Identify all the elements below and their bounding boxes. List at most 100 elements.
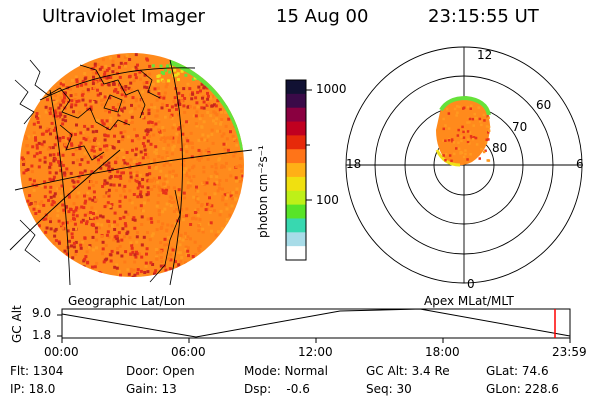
aurora-pixel <box>61 99 65 103</box>
aurora-pixel <box>132 216 136 220</box>
aurora-pixel <box>241 178 244 182</box>
aurora-pixel <box>70 232 74 236</box>
aurora-pixel <box>165 82 169 86</box>
aurora-pixel <box>185 137 188 141</box>
aurora-pixel <box>182 215 186 218</box>
aurora-pixel <box>174 103 178 107</box>
aurora-pixel <box>62 208 66 212</box>
aurora-pixel <box>200 114 204 118</box>
aurora-pixel <box>143 85 147 89</box>
aurora-pixel <box>89 107 93 111</box>
oval-pixel <box>456 111 459 114</box>
aurora-pixel <box>29 202 33 205</box>
aurora-pixel <box>170 152 174 156</box>
aurora-pixel <box>215 113 219 117</box>
aurora-pixel <box>164 268 168 272</box>
aurora-pixel <box>60 224 63 228</box>
aurora-pixel <box>196 213 200 217</box>
aurora-pixel <box>54 203 58 207</box>
aurora-pixel <box>225 221 229 225</box>
mlt-label-6: 6 <box>576 157 584 171</box>
aurora-pixel <box>103 138 107 142</box>
aurora-pixel <box>52 159 56 163</box>
aurora-pixel <box>232 154 236 158</box>
aurora-pixel <box>95 230 98 234</box>
aurora-pixel <box>161 126 165 129</box>
aurora-pixel <box>164 68 168 72</box>
aurora-pixel <box>56 187 60 191</box>
aurora-pixel <box>186 249 190 253</box>
aurora-pixel <box>84 255 88 259</box>
aurora-pixel <box>185 120 189 124</box>
aurora-pixel <box>187 141 191 145</box>
aurora-pixel <box>34 212 38 215</box>
aurora-pixel <box>98 67 102 71</box>
oval-pixel <box>464 149 467 152</box>
aurora-pixel <box>200 106 204 110</box>
aurora-pixel <box>100 223 104 227</box>
aurora-pixel <box>43 195 47 199</box>
aurora-pixel <box>99 78 103 82</box>
aurora-pixel <box>136 186 140 190</box>
aurora-pixel <box>206 202 209 206</box>
aurora-pixel <box>148 134 152 138</box>
aurora-pixel <box>179 260 183 264</box>
oval-pixel <box>468 131 472 134</box>
aurora-pixel <box>128 110 132 114</box>
oval-pixel <box>466 140 470 144</box>
aurora-pixel <box>135 250 138 254</box>
date-readout: 15 Aug 00 <box>276 6 369 27</box>
aurora-pixel <box>38 202 42 206</box>
aurora-pixel <box>130 201 134 205</box>
aurora-pixel <box>34 136 37 140</box>
aurora-pixel <box>116 247 120 250</box>
aurora-pixel <box>108 224 111 228</box>
aurora-pixel <box>193 240 197 244</box>
aurora-pixel <box>119 194 123 198</box>
aurora-pixel <box>145 173 149 177</box>
aurora-pixel <box>150 220 154 224</box>
aurora-pixel <box>214 162 218 166</box>
aurora-pixel <box>135 68 139 72</box>
aurora-pixel <box>133 226 137 230</box>
aurora-pixel <box>160 156 164 160</box>
aurora-pixel <box>234 150 237 154</box>
aurora-pixel <box>195 101 199 105</box>
aurora-pixel <box>146 130 150 133</box>
aurora-pixel <box>218 129 222 133</box>
aurora-pixel <box>37 141 41 145</box>
oval-pixel <box>478 117 482 121</box>
aurora-pixel <box>123 235 126 239</box>
aurora-pixel <box>131 250 135 254</box>
aurora-pixel <box>83 236 87 240</box>
aurora-pixel <box>110 203 114 206</box>
aurora-pixel <box>84 103 88 107</box>
aurora-pixel <box>179 148 183 151</box>
aurora-pixel <box>83 124 87 128</box>
aurora-pixel <box>118 174 122 178</box>
aurora-pixel <box>164 85 168 89</box>
aurora-pixel <box>94 81 98 84</box>
aurora-pixel <box>48 112 52 116</box>
oval-pixel <box>466 158 469 161</box>
aurora-pixel <box>100 235 104 238</box>
aurora-pixel <box>154 148 158 152</box>
aurora-pixel <box>168 199 172 203</box>
aurora-pixel <box>162 182 165 186</box>
aurora-pixel <box>146 139 150 143</box>
aurora-pixel <box>21 158 25 161</box>
aurora-pixel <box>96 222 100 226</box>
aurora-pixel <box>135 170 139 174</box>
aurora-pixel <box>86 127 90 131</box>
oval-pixel <box>442 139 445 142</box>
aurora-pixel <box>105 233 109 237</box>
aurora-pixel <box>192 195 196 199</box>
aurora-pixel <box>160 106 164 110</box>
aurora-pixel <box>92 190 96 194</box>
aurora-pixel <box>98 226 101 230</box>
aurora-pixel <box>130 246 134 250</box>
aurora-pixel <box>113 89 116 93</box>
aurora-pixel <box>139 274 143 277</box>
aurora-pixel <box>35 152 39 156</box>
aurora-pixel <box>124 224 128 228</box>
